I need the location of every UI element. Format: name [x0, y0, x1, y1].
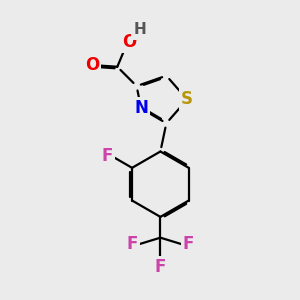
Text: F: F: [155, 258, 166, 276]
Text: F: F: [183, 235, 194, 253]
Text: N: N: [134, 99, 148, 117]
Text: O: O: [85, 56, 100, 74]
Text: O: O: [122, 33, 136, 51]
Text: S: S: [181, 91, 193, 109]
Text: F: F: [102, 147, 113, 165]
Text: H: H: [133, 22, 146, 38]
Text: F: F: [127, 235, 138, 253]
